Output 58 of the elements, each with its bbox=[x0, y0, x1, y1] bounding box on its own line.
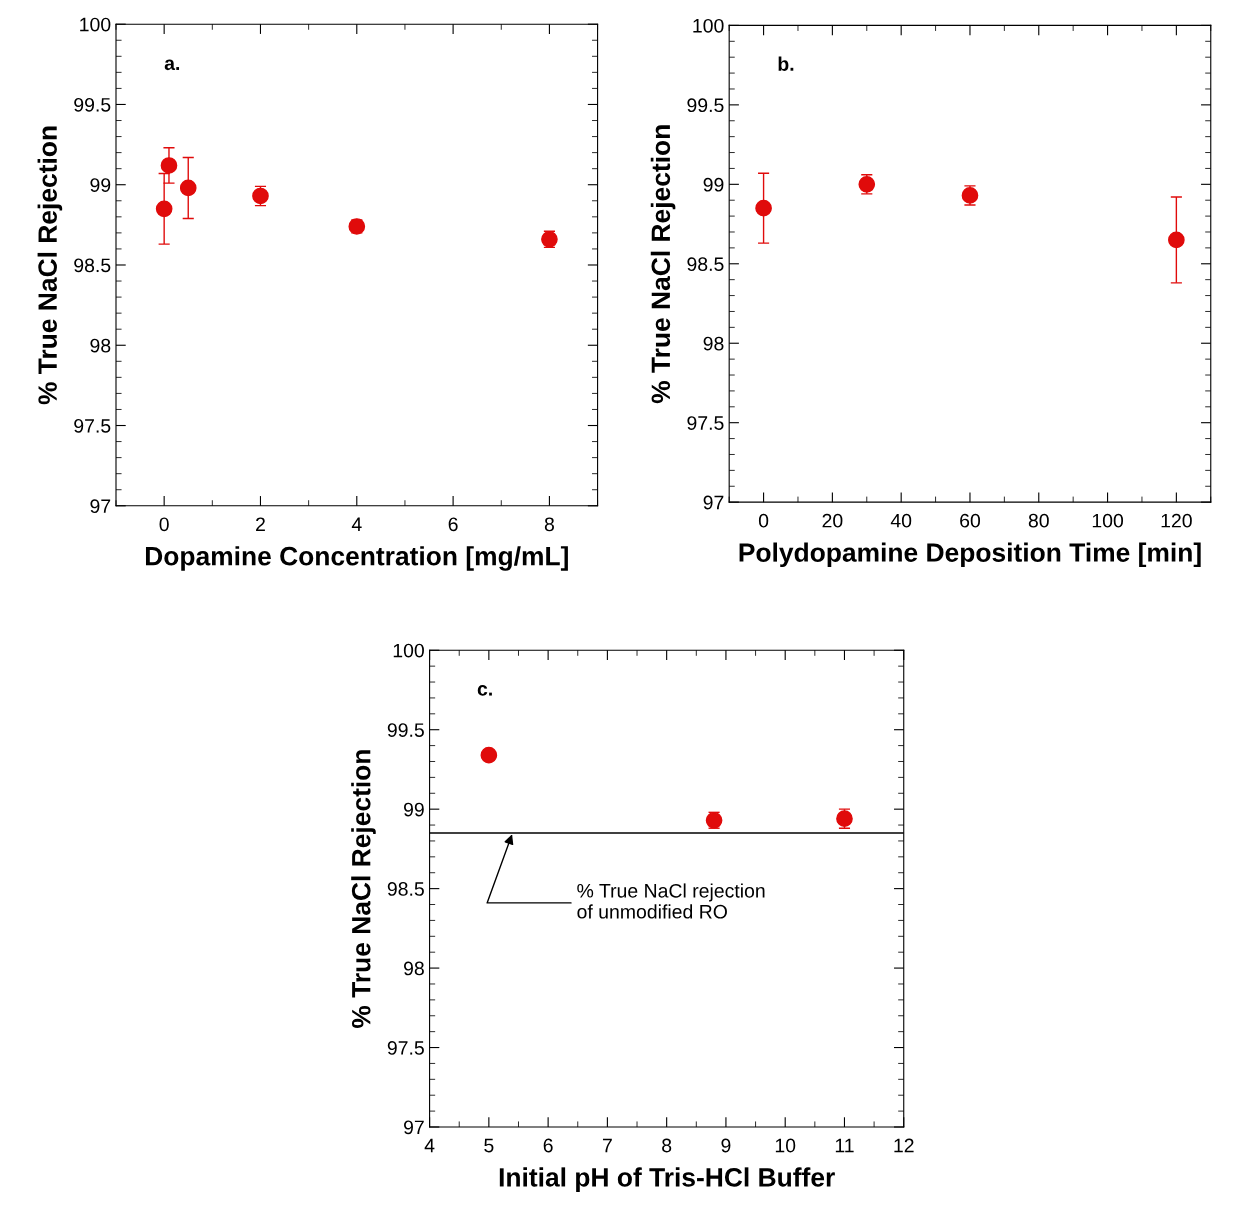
y-tick-label: 99.5 bbox=[687, 98, 724, 113]
x-tick-label: 60 bbox=[960, 513, 981, 528]
point bbox=[160, 157, 178, 174]
point bbox=[1168, 231, 1185, 249]
x-axis-title: Initial pH of Tris-HCl Buffer bbox=[499, 1167, 835, 1192]
y-axis-title: % True NaCl Rejection bbox=[650, 125, 676, 404]
x-axis-title: Dopamine Concentration [mg/mL] bbox=[145, 546, 568, 571]
y-tick-label: 97 bbox=[404, 1120, 424, 1135]
text: c. bbox=[477, 685, 492, 696]
x-tick-label: 8 bbox=[544, 517, 554, 532]
y-tick-label: 97.5 bbox=[387, 1041, 424, 1055]
x-tick-label: 4 bbox=[351, 517, 362, 531]
text: b. bbox=[778, 56, 794, 71]
y-axis-title: % True NaCl Rejection bbox=[351, 750, 376, 1029]
x-tick-label: 0 bbox=[159, 517, 169, 532]
x-tick-label: 12 bbox=[894, 1138, 914, 1153]
y-tick-label: 98 bbox=[404, 961, 424, 976]
y-tick-label: 100 bbox=[693, 18, 724, 33]
x-tick-label: 80 bbox=[1028, 513, 1049, 528]
text: a. bbox=[164, 59, 180, 71]
x-tick-label: 0 bbox=[758, 513, 769, 528]
x-tick-label: 120 bbox=[1161, 513, 1192, 528]
x-tick-label: 11 bbox=[835, 1138, 854, 1153]
y-tick-label: 97.5 bbox=[74, 418, 111, 433]
x-tick-label: 9 bbox=[721, 1138, 731, 1153]
x-tick-label: 7 bbox=[602, 1138, 612, 1153]
y-tick-label: 98 bbox=[703, 336, 724, 351]
point bbox=[179, 179, 197, 197]
x-tick-label: 40 bbox=[890, 513, 912, 528]
x-tick-label: 5 bbox=[484, 1138, 494, 1153]
point bbox=[155, 200, 173, 218]
y-tick-label: 97 bbox=[703, 495, 724, 510]
y-axis-title: % True NaCl Rejection bbox=[37, 126, 63, 405]
y-tick-label: 97 bbox=[90, 499, 111, 514]
y-tick-label: 98.5 bbox=[387, 882, 424, 896]
point bbox=[755, 199, 772, 217]
y-tick-label: 97.5 bbox=[687, 416, 724, 430]
y-tick-label: 99 bbox=[90, 178, 111, 192]
y-tick-label: 98 bbox=[90, 338, 111, 353]
y-tick-label: 99 bbox=[703, 177, 724, 192]
y-tick-label: 100 bbox=[80, 17, 111, 32]
ref-line-label: % True NaCl rejection of unmodified RO bbox=[577, 883, 765, 919]
x-tick-label: 2 bbox=[256, 517, 265, 531]
y-tick-label: 100 bbox=[393, 643, 424, 658]
x-tick-label: 4 bbox=[424, 1138, 435, 1153]
x-tick-label: 6 bbox=[543, 1138, 553, 1153]
y-tick-label: 99.5 bbox=[74, 97, 111, 112]
point bbox=[480, 746, 498, 764]
x-tick-label: 10 bbox=[775, 1138, 796, 1153]
x-tick-label: 100 bbox=[1092, 513, 1124, 528]
y-tick-label: 99 bbox=[404, 802, 424, 817]
x-tick-label: 8 bbox=[662, 1138, 672, 1153]
y-tick-label: 99.5 bbox=[387, 723, 424, 737]
y-tick-label: 98.5 bbox=[74, 258, 111, 273]
x-tick-label: 6 bbox=[448, 517, 458, 532]
y-tick-label: 98.5 bbox=[687, 257, 724, 272]
x-tick-label: 20 bbox=[822, 513, 843, 528]
x-axis-title: Polydopamine Deposition Time [min] bbox=[739, 542, 1201, 568]
